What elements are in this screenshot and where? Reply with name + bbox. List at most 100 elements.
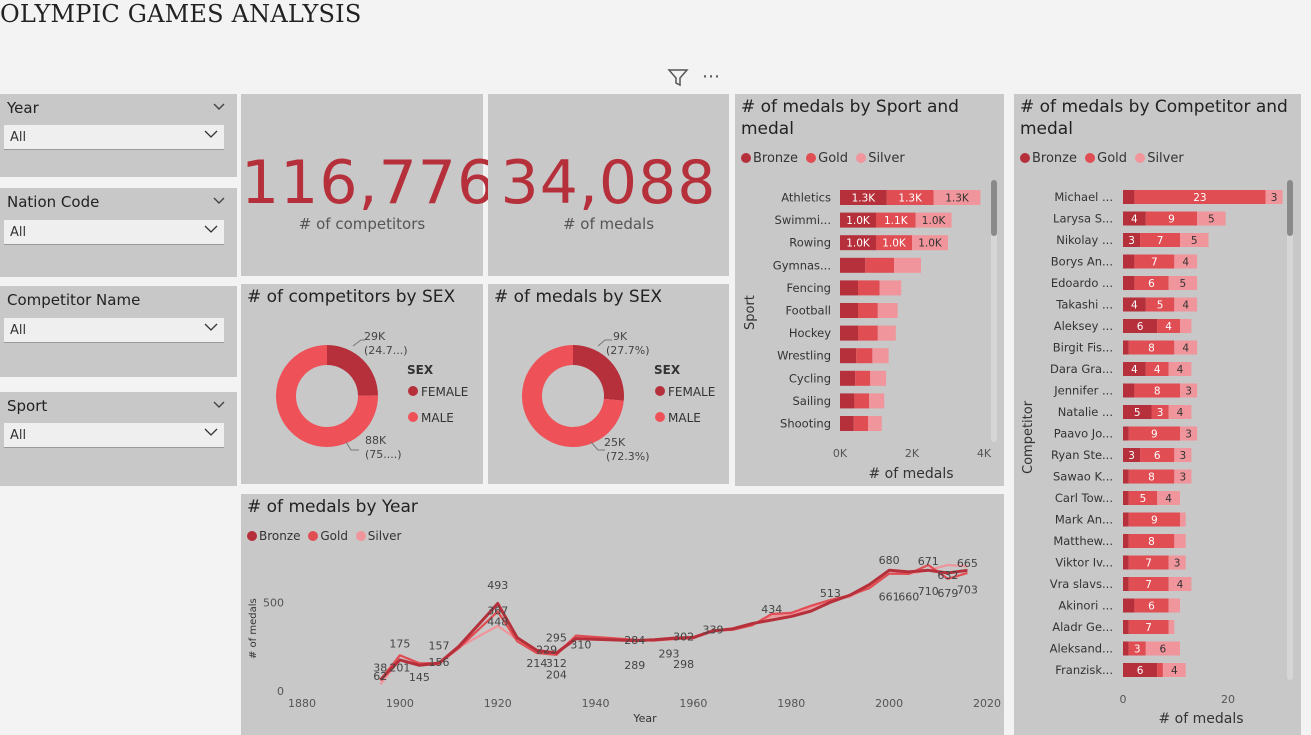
scrollbar-thumb[interactable]: [1287, 180, 1293, 236]
bar-gold: [853, 416, 869, 431]
bar-silver: [1168, 577, 1192, 591]
bar-bronze: [1123, 254, 1135, 269]
line-data-label: 632: [937, 569, 958, 582]
bar-gold: [1145, 211, 1198, 226]
line-data-label: 302: [673, 630, 694, 643]
category-label: Dara Gra...: [1050, 362, 1113, 376]
slicer-title: Nation Code: [7, 193, 100, 211]
competitors-by-sex-chart: # of competitors by SEX 29K (24.7...) 88…: [241, 284, 483, 484]
category-label: Natalie ...: [1058, 405, 1113, 419]
bar-data-label: 4: [1165, 493, 1172, 505]
medals-by-competitor-chart: # of medals by Competitor and medal Bron…: [1014, 94, 1301, 735]
filter-icon[interactable]: [667, 68, 689, 92]
bar-data-label: 1.0K: [882, 238, 907, 250]
bar-gold: [876, 212, 916, 228]
bar-silver: [915, 212, 952, 228]
bar-bronze: [1123, 448, 1141, 462]
bar-data-label: 3: [1271, 192, 1278, 204]
bar-bronze: [1123, 663, 1158, 677]
legend-silver-dot: [856, 153, 867, 163]
bar-bronze: [1123, 383, 1135, 398]
bar-silver: [870, 370, 887, 386]
bar-bronze: [840, 235, 876, 251]
bar-gold: [1134, 254, 1175, 269]
line-data-label: 38: [373, 661, 387, 674]
legend-bronze-label: Bronze: [1032, 151, 1077, 166]
bar-silver: [1162, 663, 1186, 677]
bar-data-label: 7: [1157, 235, 1164, 247]
x-tick: 2000: [875, 697, 903, 710]
bar-bronze: [1123, 555, 1129, 570]
line-data-label: 367: [487, 605, 508, 618]
bar-bronze: [840, 348, 857, 364]
bar-bronze: [840, 370, 856, 386]
chart-legend: Bronze Gold Silver: [1016, 151, 1184, 166]
bar-silver: [1168, 620, 1175, 634]
category-label: Shooting: [780, 417, 831, 431]
bar-silver: [1145, 641, 1180, 656]
bar-silver: [1168, 598, 1180, 613]
line-data-label: 229: [536, 644, 557, 657]
more-options-icon[interactable]: ⋯: [702, 66, 720, 87]
bar-bronze: [1123, 319, 1158, 333]
chevron-down-icon[interactable]: [213, 194, 225, 209]
line-data-label: 665: [957, 557, 978, 570]
bar-data-label: 3: [1128, 450, 1135, 462]
line-data-label: 284: [624, 634, 645, 647]
bar-data-label: 1.1K: [884, 215, 909, 227]
x-tick: 1980: [777, 697, 805, 710]
year-dropdown[interactable]: All: [4, 125, 224, 150]
bar-gold: [1134, 383, 1180, 398]
male-data-label-pct: (75....): [365, 448, 402, 461]
sport-bars-svg: Sport # of medals 0K 2K 4K Athletics 1.3K…: [743, 180, 997, 482]
line-bronze: [379, 568, 968, 682]
bar-bronze: [1123, 297, 1146, 312]
chart-title: # of medals by Sport and medal: [741, 97, 959, 139]
chart-title: # of medals by Competitor and medal: [1020, 97, 1288, 139]
legend-silver-dot: [355, 531, 366, 541]
slicer-title: Year: [7, 99, 39, 117]
category-label: Carl Tow...: [1055, 491, 1113, 505]
bar-data-label: 4: [1177, 579, 1184, 591]
chevron-down-icon[interactable]: [213, 398, 225, 413]
bar-silver: [877, 303, 898, 318]
bar-gold: [1128, 340, 1175, 355]
x-axis-title: # of medals: [868, 466, 953, 482]
chevron-down-icon[interactable]: [213, 100, 225, 115]
bar-gold: [1128, 577, 1169, 591]
bar-data-label: 4: [1131, 300, 1138, 312]
bar-data-label: 9: [1151, 515, 1158, 527]
slicer-title: Sport: [7, 397, 48, 415]
nation-code-dropdown[interactable]: All: [4, 220, 224, 245]
competitor-name-dropdown[interactable]: All: [4, 318, 224, 343]
line-data-label: 710: [918, 585, 939, 598]
chevron-down-icon: [204, 425, 218, 443]
bar-data-label: 7: [1145, 558, 1152, 570]
bar-silver: [1197, 211, 1226, 226]
scrollbar-thumb[interactable]: [991, 180, 997, 236]
donut-slice-male: [522, 345, 624, 448]
female-data-label-pct: (27.7%): [606, 344, 650, 357]
legend-gold-dot: [308, 531, 319, 541]
sport-dropdown[interactable]: All: [4, 423, 224, 448]
bar-silver: [1174, 297, 1198, 312]
line-data-label: 661: [879, 590, 900, 603]
line-data-label: 156: [429, 656, 450, 669]
bar-data-label: 3: [1157, 407, 1164, 419]
bar-data-label: 5: [1191, 235, 1198, 247]
legend-bronze-label: Bronze: [259, 529, 301, 543]
legend-silver-label: Silver: [1147, 151, 1184, 166]
bar-silver: [1180, 512, 1186, 527]
category-label: Birgit Fis...: [1053, 341, 1113, 355]
category-label: Borys An...: [1051, 255, 1113, 269]
category-label: Vra slavs...: [1050, 577, 1113, 591]
legend-silver-label: Silver: [868, 151, 905, 166]
x-tick: 2020: [973, 697, 1001, 710]
x-tick: 2K: [905, 447, 920, 460]
chart-title: # of medals by SEX: [494, 287, 663, 307]
bar-data-label: 1.0K: [846, 215, 871, 227]
female-data-label-pct: (24.7...): [364, 344, 408, 357]
bar-gold: [858, 303, 878, 318]
bar-bronze: [1123, 641, 1129, 656]
line-data-label: 293: [658, 647, 679, 660]
